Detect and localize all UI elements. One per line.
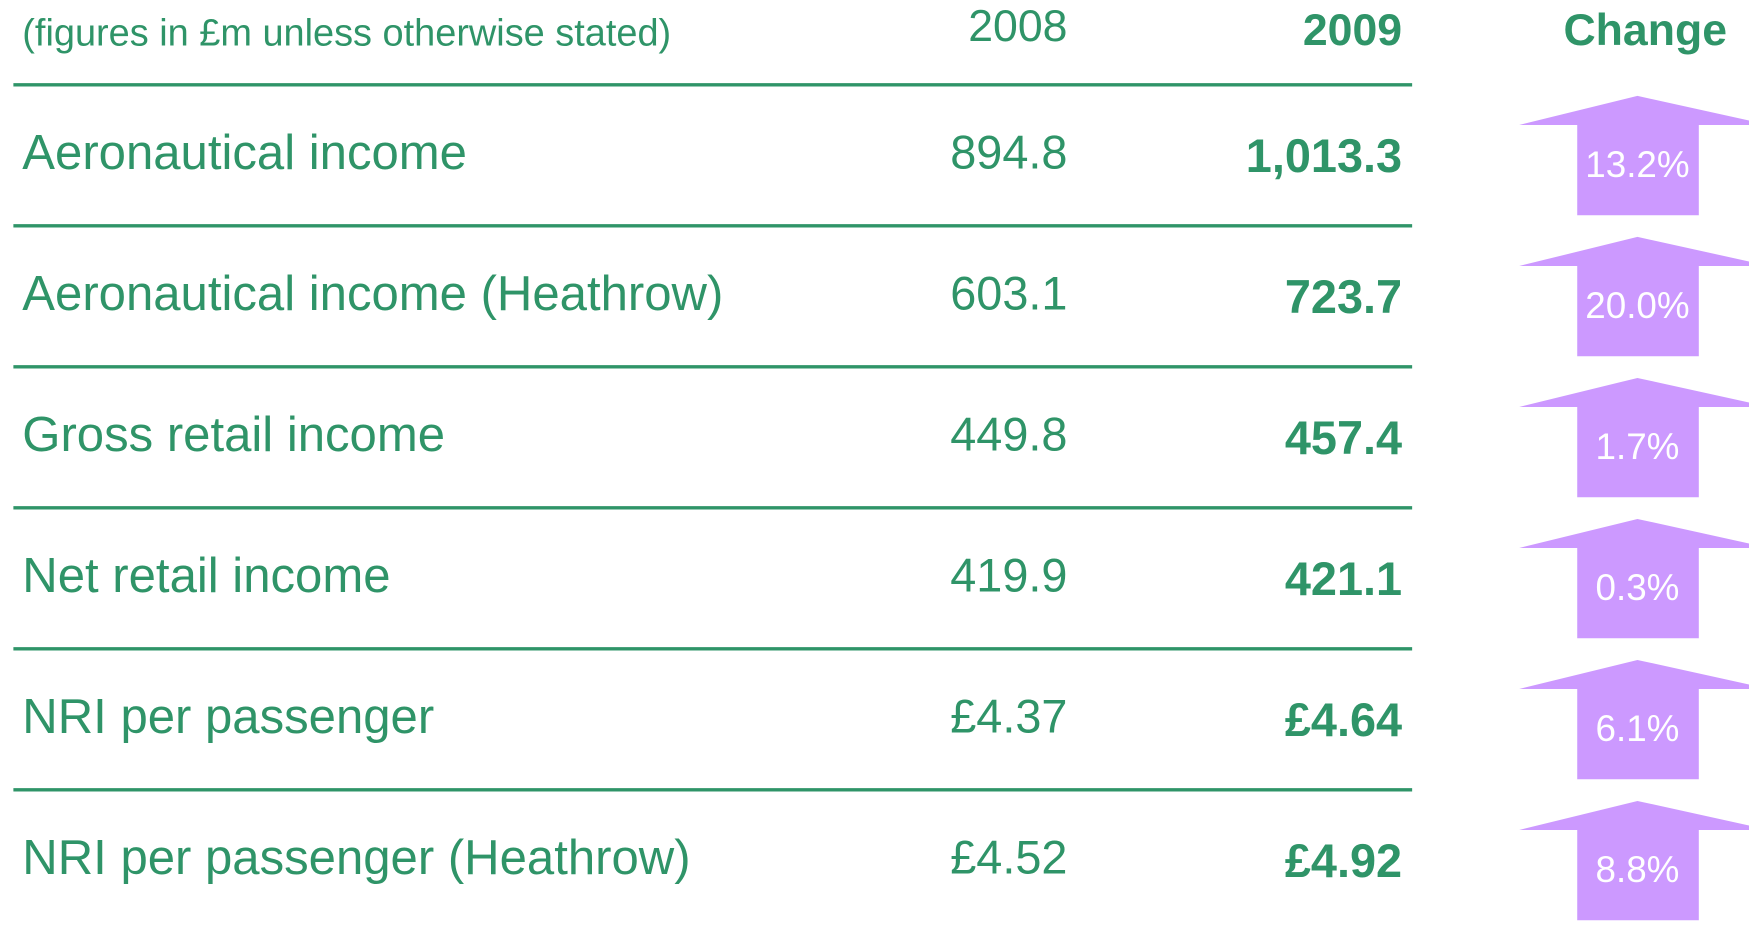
row-label: Gross retail income xyxy=(22,408,445,462)
value-2008: £4.37 xyxy=(950,691,1067,743)
row-label: NRI per passenger (Heathrow) xyxy=(22,831,690,885)
header-2009: 2009 xyxy=(1303,6,1402,55)
change-value: 0.3% xyxy=(1596,567,1680,608)
change-value: 1.7% xyxy=(1596,426,1680,467)
up-arrow xyxy=(1519,800,1749,921)
row-label: Aeronautical income xyxy=(22,126,467,180)
up-arrow xyxy=(1519,377,1749,498)
row-label: Aeronautical income (Heathrow) xyxy=(22,267,723,321)
value-2009: 723.7 xyxy=(1285,271,1402,323)
value-2009: 1,013.3 xyxy=(1246,130,1402,182)
up-arrow xyxy=(1519,236,1749,357)
change-value: 13.2% xyxy=(1585,144,1689,185)
value-2008: £4.52 xyxy=(950,832,1067,884)
value-2008: 419.9 xyxy=(950,550,1067,602)
change-value: 8.8% xyxy=(1596,849,1680,890)
header-note: (figures in £m unless otherwise stated) xyxy=(22,13,671,55)
up-arrow xyxy=(1519,95,1749,216)
row-label: NRI per passenger xyxy=(22,690,434,744)
up-arrow xyxy=(1519,518,1749,639)
value-2008: 449.8 xyxy=(950,409,1067,461)
value-2009: 421.1 xyxy=(1285,553,1402,605)
header-change: Change xyxy=(1563,6,1727,55)
change-value: 6.1% xyxy=(1596,708,1680,749)
up-arrow xyxy=(1519,659,1749,780)
value-2009: £4.92 xyxy=(1285,835,1402,887)
value-2009: £4.64 xyxy=(1285,694,1402,746)
value-2009: 457.4 xyxy=(1285,412,1402,464)
change-value: 20.0% xyxy=(1585,285,1689,326)
row-label: Net retail income xyxy=(22,549,390,603)
value-2008: 894.8 xyxy=(950,127,1067,179)
value-2008: 603.1 xyxy=(950,268,1067,320)
header-2008: 2008 xyxy=(968,2,1067,51)
